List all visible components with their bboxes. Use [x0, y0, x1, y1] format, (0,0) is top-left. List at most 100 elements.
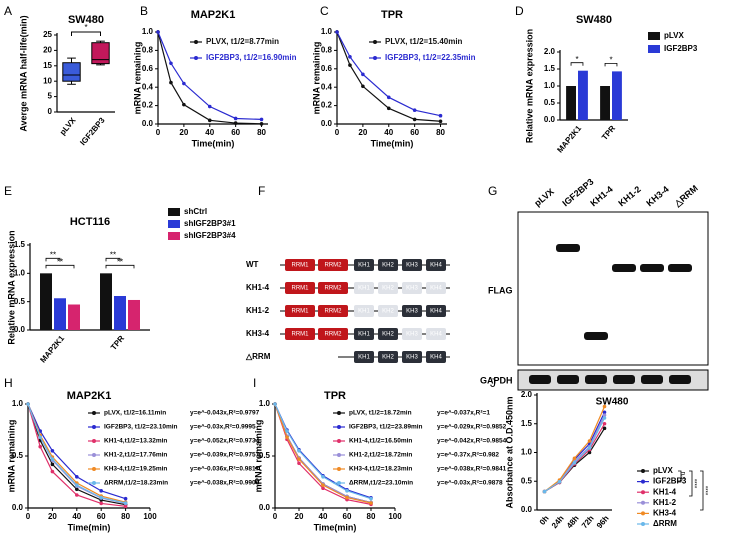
blot-label: FLAG	[488, 285, 513, 295]
point	[557, 480, 562, 484]
fit-equation: y=e^-0.03x,R²=0.9995	[190, 423, 256, 431]
domain-label: RRM1	[291, 286, 309, 292]
y-tick-label: 1.0	[321, 27, 333, 36]
bar	[68, 304, 80, 330]
legend-swatch	[648, 45, 660, 53]
y-tick-label: 0.0	[14, 325, 26, 334]
line	[544, 411, 606, 493]
domain	[378, 282, 398, 294]
x-tick-label: TPR	[600, 124, 617, 142]
point	[345, 495, 349, 500]
point	[75, 487, 79, 492]
legend-marker	[641, 511, 645, 516]
point	[602, 413, 607, 417]
point	[123, 496, 128, 501]
x-tick-label: pLVX	[58, 115, 78, 137]
y-tick-label: 0.8	[142, 46, 154, 55]
flag-band	[556, 244, 580, 252]
domain	[426, 282, 446, 294]
domain-label: KH2	[382, 309, 394, 315]
x-tick-label: 0	[26, 512, 31, 521]
y-tick-label: 1.0	[142, 27, 154, 36]
line	[336, 31, 441, 122]
legend-label: ΔRRM	[653, 519, 677, 528]
fit-equation: y=e^-0.039x,R²=0.9757	[190, 451, 260, 459]
significance-label: **	[110, 250, 116, 259]
legend-label: KH3-4	[653, 509, 677, 518]
chart-title: HCT116	[70, 216, 110, 228]
domain-label: KH1	[358, 355, 370, 361]
legend-marker	[92, 467, 96, 471]
domain	[318, 305, 348, 317]
x-tick-label: 60	[343, 512, 352, 521]
point	[348, 63, 352, 67]
x-tick-label: 80	[121, 512, 130, 521]
x-tick-label: 100	[388, 512, 402, 521]
y-axis-label: Absorbance at O.D.450nm	[504, 396, 514, 508]
point	[259, 122, 264, 126]
domain	[354, 259, 374, 271]
x-axis-label: Time(min)	[314, 522, 357, 532]
point	[386, 95, 391, 100]
point	[285, 429, 289, 433]
significance-label: n.s.	[679, 472, 685, 482]
x-tick-label: 100	[143, 512, 157, 521]
point	[321, 486, 325, 491]
x-tick-label: 40	[72, 512, 81, 521]
legend-swatch	[168, 208, 180, 216]
legend-label: IGF2BP3, t1/2=23.89min	[349, 424, 423, 431]
legend-swatch	[648, 32, 660, 40]
domain-label: KH2	[382, 286, 394, 292]
domain	[426, 351, 446, 363]
blot-label: SW480	[596, 397, 629, 408]
chart-title: MAP2K1	[67, 390, 112, 402]
y-axis-label: Relative mRNA expression	[6, 230, 16, 344]
gapdh-band	[641, 375, 663, 384]
y-tick-label: 0.4	[142, 82, 154, 91]
bar	[114, 296, 126, 330]
point	[233, 116, 238, 121]
point	[321, 483, 325, 487]
legend-label: IGF2BP3, t1/2=23.10min	[104, 424, 178, 431]
gapdh-band	[529, 375, 551, 384]
domain	[354, 305, 374, 317]
y-axis-label: Averge mRNA half-life(min)	[18, 15, 28, 131]
line	[27, 403, 126, 500]
legend-label: shIGF2BP3#4	[184, 231, 236, 240]
significance-bracket	[700, 470, 704, 511]
flag-band	[668, 264, 692, 272]
significance-bracket	[45, 257, 61, 262]
significance-label: **	[50, 250, 56, 259]
bar	[40, 273, 52, 330]
construct-label: KH1-4	[246, 283, 270, 292]
domain	[318, 328, 348, 340]
legend-marker	[337, 439, 341, 443]
x-tick-label: 80	[257, 128, 266, 137]
domain-label: KH4	[430, 355, 442, 361]
point	[602, 410, 607, 415]
y-tick-label: 0.0	[321, 119, 333, 128]
significance-bracket	[604, 62, 618, 67]
significance-bracket	[105, 264, 135, 269]
y-tick-label: 1.5	[14, 240, 26, 249]
point	[587, 439, 592, 443]
legend-label: KH3-4,t1/2=18.23min	[349, 466, 412, 473]
panel-label: G	[488, 184, 497, 198]
legend-label: KH3-4,t1/2=19.25min	[104, 466, 167, 473]
point	[386, 106, 391, 111]
y-tick-label: 10	[43, 76, 52, 85]
point	[335, 30, 339, 34]
domain	[402, 351, 422, 363]
point	[75, 493, 79, 497]
domain-label: RRM1	[291, 309, 309, 315]
fit-equation: y=e^-0.042x,R²=0.9854	[437, 437, 507, 445]
domain	[285, 259, 315, 271]
line	[157, 31, 262, 125]
y-tick-label: 0.8	[321, 46, 333, 55]
domain	[285, 328, 315, 340]
y-tick-label: 2.0	[544, 47, 556, 56]
y-axis-label: mRNA remaining	[6, 420, 16, 493]
construct-label: KH1-2	[246, 306, 270, 315]
point	[259, 117, 264, 122]
y-tick-label: 1.0	[521, 448, 533, 457]
